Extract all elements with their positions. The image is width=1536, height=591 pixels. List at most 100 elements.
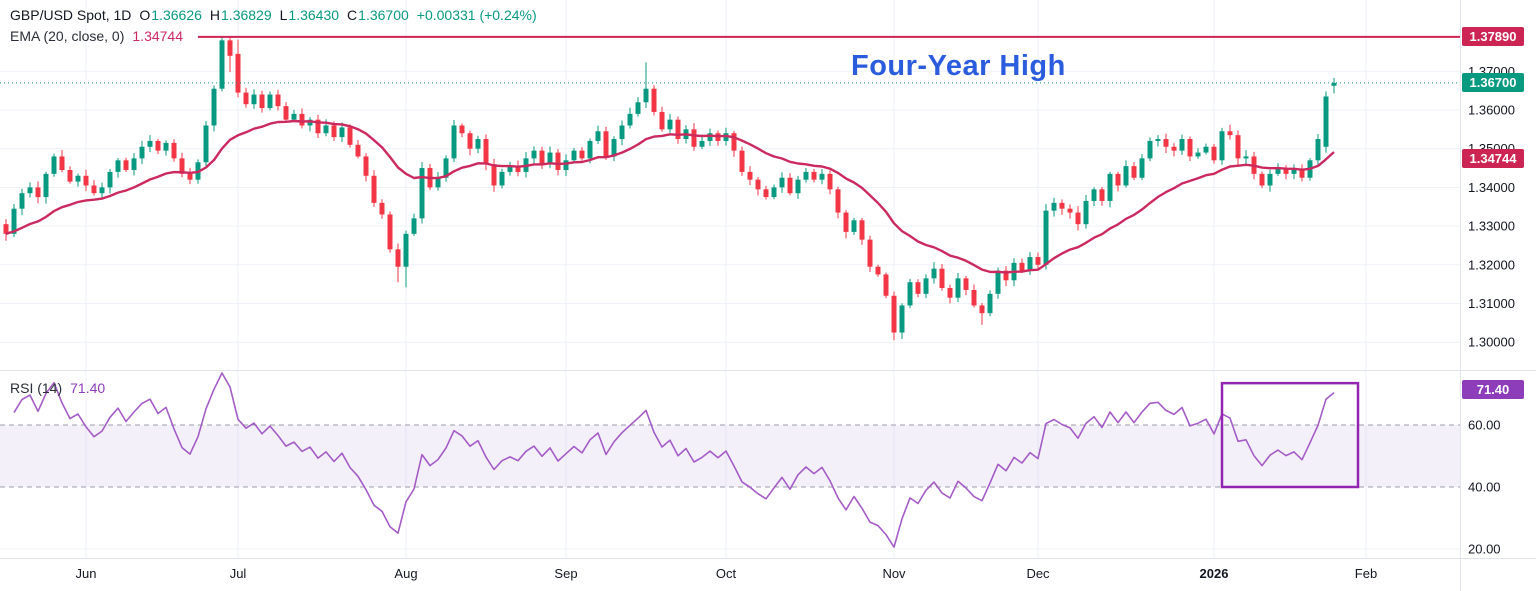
rsi-axis-label[interactable]: 40.00 — [1468, 480, 1501, 495]
candle[interactable] — [1131, 162, 1137, 181]
time-axis-label[interactable]: Jun — [76, 566, 97, 581]
candle[interactable] — [171, 139, 177, 162]
candle[interactable] — [499, 168, 505, 189]
candle[interactable] — [571, 147, 577, 164]
candle[interactable] — [907, 278, 913, 309]
time-axis-label[interactable]: Oct — [716, 566, 737, 581]
candle[interactable] — [459, 123, 465, 138]
candle[interactable] — [27, 182, 33, 198]
candle[interactable] — [1075, 206, 1081, 231]
candle[interactable] — [283, 102, 289, 123]
candle[interactable] — [971, 284, 977, 308]
candle[interactable] — [1259, 171, 1265, 189]
candle[interactable] — [131, 153, 137, 176]
candle[interactable] — [75, 173, 81, 187]
candle[interactable] — [835, 186, 841, 219]
candle[interactable] — [299, 108, 305, 129]
candle[interactable] — [115, 158, 121, 178]
candle[interactable] — [107, 169, 113, 194]
candle[interactable] — [1003, 266, 1009, 287]
candle[interactable] — [1211, 144, 1217, 164]
candle[interactable] — [475, 135, 481, 154]
candle[interactable] — [347, 124, 353, 148]
candle[interactable] — [691, 123, 697, 151]
candle[interactable] — [123, 157, 129, 173]
candle[interactable] — [395, 243, 401, 283]
candle[interactable] — [419, 162, 425, 224]
candle[interactable] — [1147, 137, 1153, 162]
candle[interactable] — [163, 140, 169, 156]
candle[interactable] — [1267, 169, 1273, 192]
candle[interactable] — [947, 284, 953, 304]
candle[interactable] — [1179, 134, 1185, 155]
candle[interactable] — [747, 166, 753, 186]
candle[interactable] — [851, 217, 857, 236]
candle[interactable] — [451, 119, 457, 163]
candle[interactable] — [147, 135, 153, 153]
candle[interactable] — [403, 230, 409, 288]
candle[interactable] — [243, 87, 249, 108]
candle[interactable] — [187, 167, 193, 185]
candle[interactable] — [1331, 77, 1337, 94]
candle[interactable] — [371, 170, 377, 207]
candle[interactable] — [955, 272, 961, 302]
candle[interactable] — [139, 140, 145, 165]
time-axis-label[interactable]: Dec — [1026, 566, 1050, 581]
candle[interactable] — [1059, 199, 1065, 215]
candle[interactable] — [1195, 148, 1201, 159]
price-axis-label[interactable]: 1.31000 — [1468, 296, 1515, 311]
candle[interactable] — [579, 147, 585, 161]
candle[interactable] — [1219, 127, 1225, 165]
candle[interactable] — [99, 182, 105, 198]
candle[interactable] — [531, 146, 537, 165]
candle[interactable] — [611, 136, 617, 162]
candle[interactable] — [915, 279, 921, 298]
time-axis-label[interactable]: Aug — [394, 566, 417, 581]
candle[interactable] — [307, 117, 313, 132]
candle[interactable] — [1275, 163, 1281, 176]
time-axis-label[interactable]: Nov — [882, 566, 906, 581]
candle[interactable] — [51, 153, 57, 177]
candle[interactable] — [675, 116, 681, 144]
candle[interactable] — [1243, 150, 1249, 165]
candle[interactable] — [3, 219, 9, 241]
candle[interactable] — [515, 160, 521, 177]
candle[interactable] — [659, 106, 665, 132]
candle[interactable] — [219, 36, 225, 92]
candle[interactable] — [91, 180, 97, 196]
candle[interactable] — [739, 146, 745, 176]
candle[interactable] — [227, 36, 233, 73]
candle[interactable] — [1187, 136, 1193, 162]
candle[interactable] — [1315, 133, 1321, 166]
candle[interactable] — [627, 107, 633, 129]
candle[interactable] — [1115, 171, 1121, 192]
candle[interactable] — [363, 153, 369, 182]
price-axis-label[interactable]: 1.34000 — [1468, 180, 1515, 195]
candle[interactable] — [467, 130, 473, 156]
candle[interactable] — [931, 262, 937, 284]
candle[interactable] — [275, 89, 281, 111]
candle[interactable] — [555, 149, 561, 176]
candle[interactable] — [1203, 143, 1209, 155]
candle[interactable] — [1067, 204, 1073, 219]
candle[interactable] — [547, 146, 553, 169]
candle[interactable] — [507, 161, 513, 176]
candle[interactable] — [755, 176, 761, 196]
candle[interactable] — [1235, 130, 1241, 165]
candle[interactable] — [339, 122, 345, 143]
candle[interactable] — [763, 185, 769, 200]
candle[interactable] — [1099, 187, 1105, 206]
rsi-axis-label[interactable]: 20.00 — [1468, 542, 1501, 557]
candle[interactable] — [811, 168, 817, 183]
time-axis-label[interactable]: 2026 — [1200, 566, 1229, 581]
price-axis-label[interactable]: 1.36000 — [1468, 103, 1515, 118]
candle[interactable] — [1043, 204, 1049, 270]
candle[interactable] — [859, 217, 865, 245]
candle[interactable] — [1299, 164, 1305, 182]
candle[interactable] — [771, 184, 777, 200]
candle[interactable] — [259, 90, 265, 113]
candle[interactable] — [603, 126, 609, 160]
candle[interactable] — [787, 173, 793, 196]
candle[interactable] — [235, 39, 241, 98]
candle[interactable] — [803, 167, 809, 183]
